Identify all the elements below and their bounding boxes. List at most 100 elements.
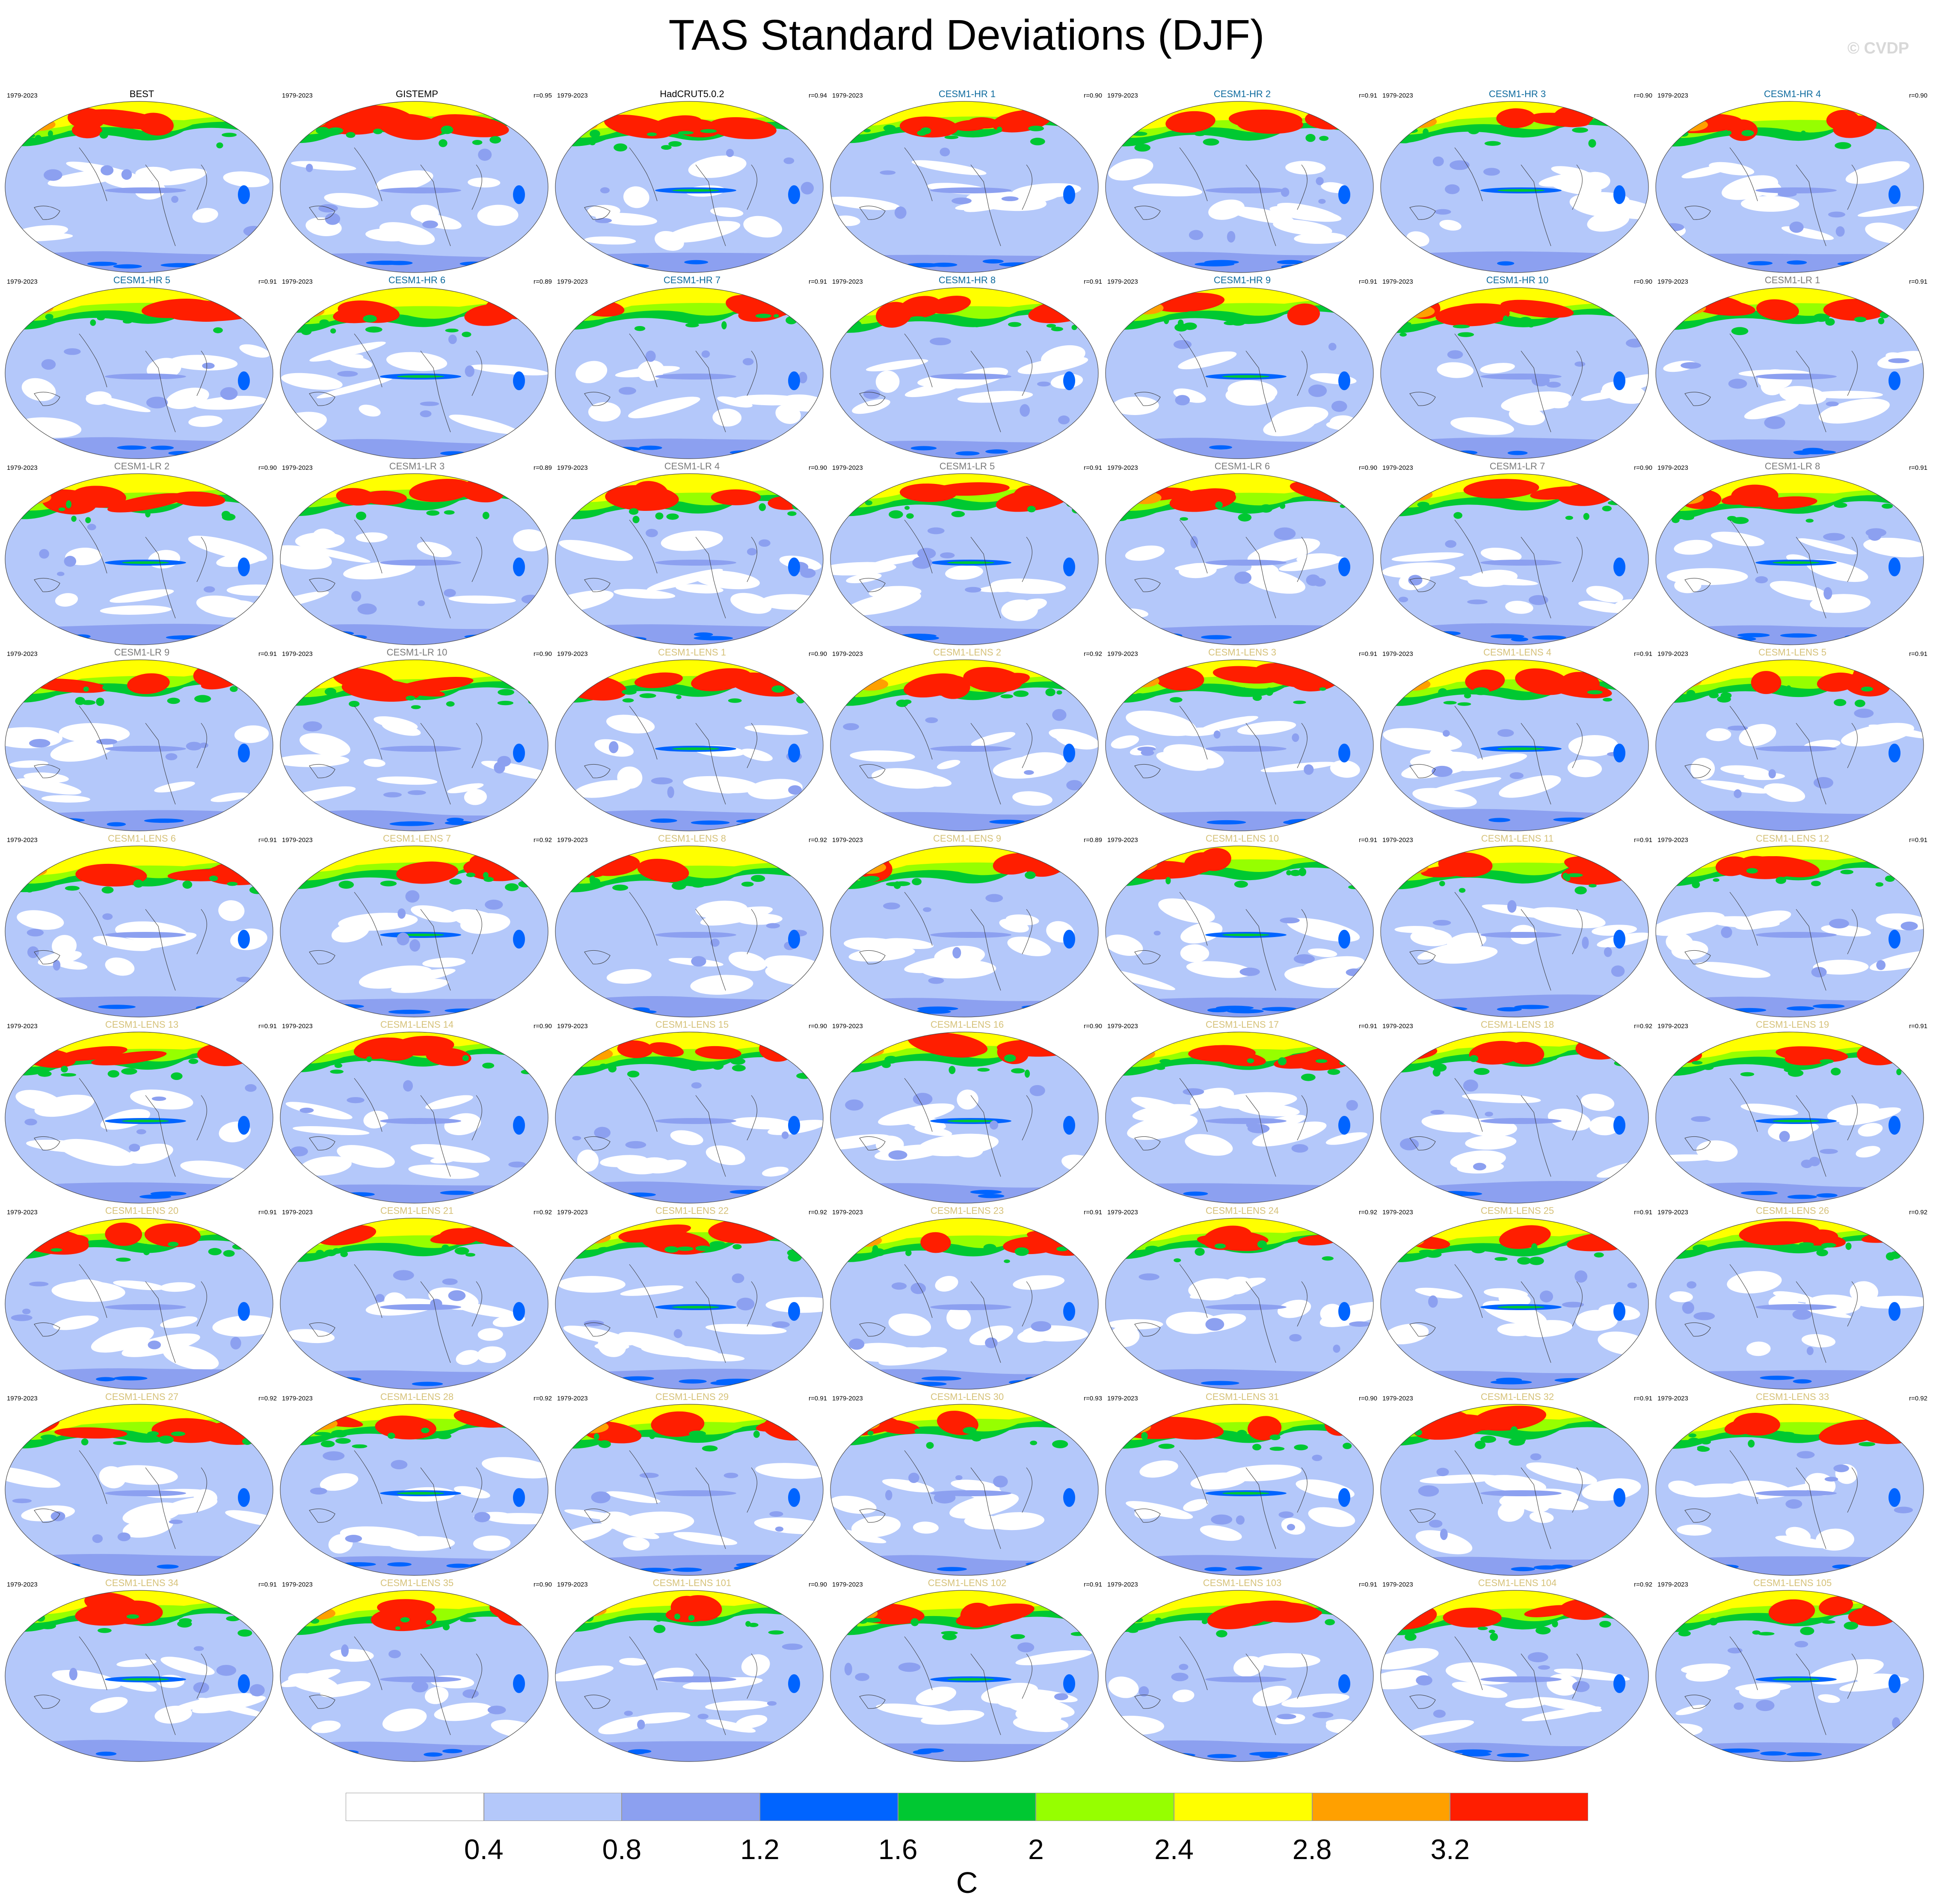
global-map	[1655, 1032, 1924, 1204]
map-panel: 1979-2023 CESM1-LENS 35 r=0.90	[279, 1577, 554, 1763]
map-panel: 1979-2023 CESM1-LENS 29 r=0.91	[554, 1391, 830, 1577]
panel-header: 1979-2023 CESM1-LENS 5 r=0.91	[1655, 646, 1930, 659]
global-map	[280, 1218, 548, 1390]
panel-dataset-name: CESM1-LENS 34	[105, 1578, 179, 1588]
panel-years: 1979-2023	[557, 1395, 588, 1402]
map-panel: 1979-2023 CESM1-LENS 102 r=0.91	[830, 1577, 1105, 1763]
panel-header: 1979-2023 CESM1-LENS 23 r=0.91	[830, 1204, 1105, 1217]
panel-pattern-correlation: r=0.90	[809, 1023, 827, 1030]
global-map	[280, 659, 548, 831]
panel-header: 1979-2023 CESM1-LENS 22 r=0.92	[554, 1204, 830, 1217]
panel-dataset-name: CESM1-LENS 14	[380, 1019, 454, 1030]
map-panel: 1979-2023 CESM1-LENS 15 r=0.90	[554, 1018, 830, 1204]
colorbar-tick-label: 3.2	[1430, 1833, 1470, 1865]
panel-pattern-correlation: r=0.91	[1359, 92, 1377, 99]
panel-pattern-correlation: r=0.90	[809, 1581, 827, 1588]
global-map	[555, 1032, 824, 1204]
global-map	[830, 101, 1099, 273]
panel-header: 1979-2023 CESM1-LENS 27 r=0.92	[4, 1391, 279, 1403]
map-panel: 1979-2023 CESM1-HR 4 r=0.90	[1655, 88, 1930, 274]
panel-dataset-name: CESM1-LENS 15	[655, 1019, 729, 1030]
panel-pattern-correlation: r=0.91	[1084, 278, 1102, 285]
panel-dataset-name: HadCRUT5.0.2	[660, 89, 724, 99]
panel-pattern-correlation: r=0.90	[1359, 1395, 1377, 1402]
global-map	[280, 1404, 548, 1576]
panel-dataset-name: CESM1-LR 3	[389, 461, 445, 472]
panel-dataset-name: CESM1-LENS 31	[1205, 1391, 1279, 1402]
global-map	[1105, 1404, 1374, 1576]
panel-dataset-name: CESM1-LENS 105	[1753, 1578, 1832, 1588]
colorbar-box	[1174, 1793, 1312, 1821]
global-map	[830, 845, 1099, 1017]
panel-years: 1979-2023	[1382, 650, 1413, 658]
global-map	[1105, 845, 1374, 1017]
panel-pattern-correlation: r=0.91	[1634, 836, 1652, 844]
global-map	[280, 473, 548, 645]
colorbar-box	[1036, 1793, 1174, 1821]
panel-years: 1979-2023	[7, 1023, 38, 1030]
colorbar-box	[898, 1793, 1036, 1821]
panel-years: 1979-2023	[832, 836, 863, 844]
panel-years: 1979-2023	[282, 1209, 313, 1216]
panel-years: 1979-2023	[7, 278, 38, 285]
panel-dataset-name: CESM1-LR 10	[386, 647, 448, 658]
panel-dataset-name: CESM1-LENS 17	[1205, 1019, 1279, 1030]
panel-dataset-name: CESM1-LENS 13	[105, 1019, 179, 1030]
panel-dataset-name: CESM1-LENS 18	[1480, 1019, 1554, 1030]
panel-dataset-name: CESM1-LENS 16	[930, 1019, 1004, 1030]
global-map	[1655, 473, 1924, 645]
map-panel: 1979-2023 CESM1-LR 8 r=0.91	[1655, 460, 1930, 646]
map-panel: 1979-2023 CESM1-HR 3 r=0.90	[1380, 88, 1655, 274]
panel-dataset-name: CESM1-HR 8	[938, 275, 996, 285]
panel-years: 1979-2023	[832, 278, 863, 285]
map-panel: 1979-2023 CESM1-LENS 14 r=0.90	[279, 1018, 554, 1204]
panel-pattern-correlation: r=0.91	[1634, 1395, 1652, 1402]
map-panel: 1979-2023 CESM1-LENS 28 r=0.92	[279, 1391, 554, 1577]
panel-header: 1979-2023 CESM1-LENS 101 r=0.90	[554, 1577, 830, 1590]
map-panel: 1979-2023 CESM1-LR 1 r=0.91	[1655, 274, 1930, 460]
map-panel: 1979-2023 CESM1-LENS 22 r=0.92	[554, 1204, 830, 1391]
panel-pattern-correlation: r=0.91	[258, 650, 277, 658]
panel-header: 1979-2023 CESM1-LR 9 r=0.91	[4, 646, 279, 659]
map-panel: 1979-2023 CESM1-LR 3 r=0.89	[279, 460, 554, 646]
panel-dataset-name: GISTEMP	[395, 89, 438, 99]
panel-header: 1979-2023 CESM1-LENS 29 r=0.91	[554, 1391, 830, 1403]
panel-years: 1979-2023	[1107, 1023, 1138, 1030]
panel-years: 1979-2023	[832, 464, 863, 472]
panel-header: 1979-2023 CESM1-LR 2 r=0.90	[4, 460, 279, 473]
global-map	[1655, 1218, 1924, 1390]
panel-header: 1979-2023 CESM1-LENS 11 r=0.91	[1380, 832, 1655, 845]
panel-dataset-name: CESM1-LENS 3	[1208, 647, 1276, 658]
global-map	[1105, 287, 1374, 459]
panel-pattern-correlation: r=0.92	[809, 1209, 827, 1216]
panel-header: 1979-2023 CESM1-LENS 20 r=0.91	[4, 1204, 279, 1217]
panel-header: 1979-2023 CESM1-LR 1 r=0.91	[1655, 274, 1930, 287]
panel-years: 1979-2023	[1382, 464, 1413, 472]
panel-years: 1979-2023	[1657, 464, 1688, 472]
panel-pattern-correlation: r=0.91	[258, 1023, 277, 1030]
global-map	[830, 1032, 1099, 1204]
panel-dataset-name: CESM1-LENS 1	[658, 647, 726, 658]
panel-years: 1979-2023	[1657, 1209, 1688, 1216]
colorbar-box	[1312, 1793, 1450, 1821]
map-panel: 1979-2023 CESM1-LENS 34 r=0.91	[4, 1577, 279, 1763]
panel-dataset-name: CESM1-LENS 11	[1481, 833, 1554, 844]
colorbar-box	[1450, 1793, 1588, 1821]
map-panel-grid: 1979-2023 BEST 1979-2023 GISTEMP r=0.95 1979-…	[4, 88, 1930, 1762]
panel-dataset-name: CESM1-HR 10	[1486, 275, 1549, 285]
map-panel: 1979-2023 HadCRUT5.0.2 r=0.94	[554, 88, 830, 274]
panel-pattern-correlation: r=0.91	[1909, 278, 1927, 285]
map-panel: 1979-2023 CESM1-LENS 104 r=0.92	[1380, 1577, 1655, 1763]
global-map	[830, 473, 1099, 645]
panel-years: 1979-2023	[1382, 1581, 1413, 1588]
panel-pattern-correlation: r=0.90	[534, 1023, 552, 1030]
panel-header: 1979-2023 GISTEMP r=0.95	[279, 88, 554, 101]
panel-dataset-name: CESM1-LENS 29	[655, 1391, 729, 1402]
map-panel: 1979-2023 CESM1-HR 2 r=0.91	[1105, 88, 1380, 274]
panel-years: 1979-2023	[1657, 1581, 1688, 1588]
figure-title: TAS Standard Deviations (DJF)	[668, 11, 1265, 59]
panel-dataset-name: CESM1-LENS 20	[105, 1205, 179, 1216]
panel-dataset-name: CESM1-LR 4	[664, 461, 720, 472]
map-panel: 1979-2023 CESM1-LENS 31 r=0.90	[1105, 1391, 1380, 1577]
map-panel: 1979-2023 CESM1-LENS 17 r=0.91	[1105, 1018, 1380, 1204]
